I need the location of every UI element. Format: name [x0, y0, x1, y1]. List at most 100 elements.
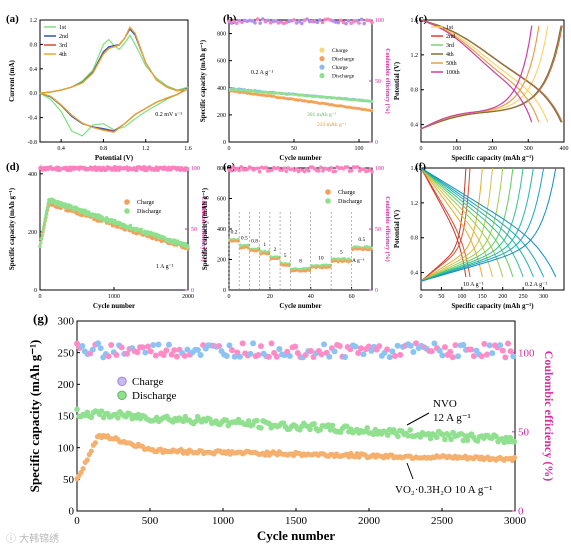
- ce-point: [362, 167, 366, 171]
- nvo-point: [325, 422, 332, 428]
- ce-point: [389, 348, 396, 355]
- capacity-point: [273, 257, 277, 261]
- ce-point: [441, 344, 448, 351]
- ce-point: [173, 353, 180, 360]
- ce-point: [510, 353, 517, 360]
- rate-label: 5: [284, 253, 287, 259]
- y-tick-label: -0.8: [28, 140, 38, 146]
- ce-point: [239, 165, 244, 169]
- y-tick-label: 800: [217, 166, 226, 172]
- x-tick-label: 1500: [285, 515, 308, 527]
- y-tick-label: 100: [58, 442, 75, 454]
- ce-point: [468, 346, 475, 353]
- legend-label: 3rd: [59, 43, 67, 49]
- x-tick-label: 50: [438, 294, 444, 300]
- ce-point: [257, 343, 264, 350]
- capacity-point: [314, 266, 318, 270]
- charge-curve: [420, 167, 483, 282]
- annotation: 0.2 A g⁻¹: [251, 70, 273, 76]
- y2-axis-label: Coulombic efficiency (%): [542, 351, 556, 482]
- y-axis-label: Specific capacity (mAh g⁻¹): [8, 187, 16, 270]
- ce-point: [391, 352, 398, 359]
- ce-point: [227, 19, 231, 24]
- ce-point: [274, 19, 278, 23]
- ce-point: [235, 21, 239, 26]
- ce-point: [197, 352, 204, 359]
- ce-point: [255, 17, 260, 21]
- ce-point: [345, 165, 350, 169]
- charge-curve: [420, 167, 514, 282]
- ce-point: [258, 21, 263, 25]
- capacity-point: [128, 223, 132, 228]
- ce-point: [250, 19, 255, 23]
- ce-point: [97, 345, 104, 352]
- capacity-point: [64, 206, 69, 210]
- x-tick-label: 0: [39, 294, 42, 300]
- ce-point: [229, 168, 233, 173]
- ce-point: [357, 21, 361, 25]
- capacity-point: [281, 263, 285, 267]
- ce-point: [478, 353, 485, 360]
- ce-point: [331, 348, 338, 355]
- capacity-point: [253, 249, 256, 253]
- charge-curve: [420, 167, 557, 282]
- legend-label: 50th: [446, 61, 457, 67]
- ce-point: [215, 342, 222, 349]
- ce-point: [123, 350, 130, 357]
- ce-point: [452, 342, 459, 349]
- legend-swatch: [319, 47, 325, 53]
- capacity-point: [334, 259, 338, 263]
- ce-point: [317, 169, 321, 173]
- annotation: VO₂·0.3H₂O 10 A g⁻¹: [395, 484, 492, 496]
- ce-point: [439, 352, 446, 359]
- annotation-arrow: [406, 462, 414, 480]
- ce-point: [144, 343, 151, 350]
- legend-label: Charge: [332, 65, 348, 71]
- legend-swatch: [319, 64, 325, 70]
- x-tick-label: 1000: [108, 294, 120, 300]
- legend-label: 4th: [446, 52, 454, 58]
- x-axis-label: Potential (V): [95, 154, 134, 162]
- y-tick-label: 50: [63, 474, 75, 486]
- nvo-point: [405, 433, 411, 439]
- discharge-curve: [420, 167, 514, 278]
- y2-tick-label: 50: [375, 227, 381, 233]
- ce-point: [354, 18, 359, 23]
- y-tick-label: 0.4: [411, 123, 419, 129]
- legend-label: Discharge: [137, 209, 162, 215]
- x-tick-label: 2000: [358, 515, 381, 527]
- capacity-point: [261, 251, 265, 255]
- legend-label: Charge: [338, 190, 356, 196]
- capacity-point: [370, 99, 374, 103]
- x-tick-label: 0: [228, 146, 231, 152]
- ce-point: [359, 17, 364, 22]
- ce-point: [292, 343, 299, 350]
- rate-label: 0.5: [358, 237, 365, 243]
- ce-point: [336, 20, 341, 25]
- charge-curve: [420, 167, 534, 282]
- annotation: 233 mAh g⁻¹: [317, 122, 347, 128]
- x-tick-label: 100: [355, 146, 364, 152]
- ce-point: [362, 21, 367, 26]
- y-tick-label: 0.8: [411, 236, 419, 242]
- y-tick-label: 0.0: [30, 91, 38, 97]
- discharge-curve: [420, 19, 562, 123]
- ce-point: [321, 341, 328, 348]
- y-tick-label: -0.4: [28, 116, 38, 122]
- ce-point: [152, 352, 159, 359]
- capacity-point: [39, 240, 43, 245]
- y2-tick-label: 100: [191, 166, 200, 172]
- x-tick-label: 2000: [182, 294, 194, 300]
- ce-point: [184, 346, 191, 353]
- vo2-point: [511, 454, 518, 461]
- ce-point: [232, 19, 236, 24]
- nvo-point: [384, 432, 391, 438]
- rate-label: 8: [299, 259, 302, 265]
- legend-label: Charge: [132, 376, 164, 388]
- legend-label: Charge: [332, 48, 348, 54]
- ce-point: [265, 353, 272, 360]
- ce-point: [231, 165, 235, 169]
- x-tick-label: 300: [524, 146, 533, 152]
- ce-point: [294, 21, 299, 25]
